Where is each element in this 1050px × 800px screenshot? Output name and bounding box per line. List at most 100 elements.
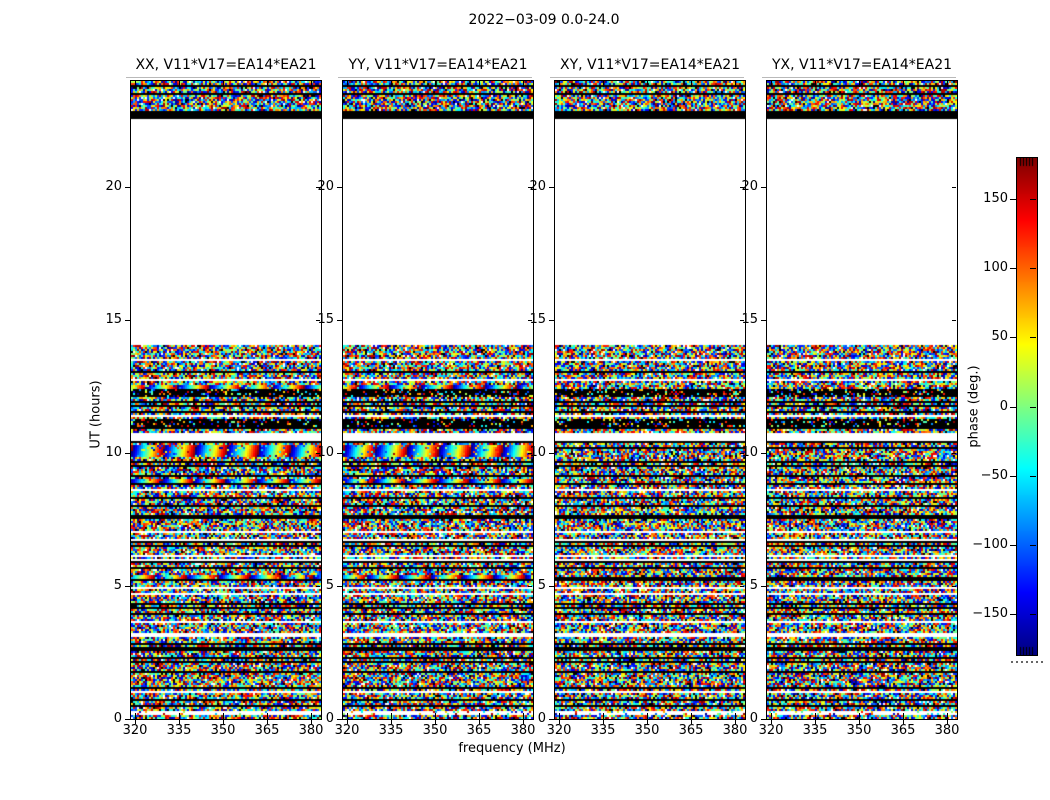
- x-tick-bottom: [559, 720, 560, 724]
- colorbar-tick-label: 150: [983, 191, 1008, 206]
- x-tick-label: 350: [846, 723, 872, 738]
- figure-title: 2022−03-09 0.0-24.0: [468, 12, 620, 28]
- x-tick-bottom: [479, 720, 480, 724]
- x-tick-bottom-inner: [947, 713, 948, 719]
- y-tick-inner: [952, 719, 956, 720]
- x-tick-top: [391, 81, 392, 87]
- y-tick-inner: [952, 320, 956, 321]
- colorbar-tick: [1010, 407, 1016, 408]
- colorbar-tick-inner: [1030, 614, 1036, 615]
- y-tick-inner: [316, 320, 320, 321]
- x-tick-top: [691, 81, 692, 87]
- x-tick-label: 365: [678, 723, 704, 738]
- x-tick-top: [815, 81, 816, 87]
- x-tick-bottom: [311, 720, 312, 724]
- x-tick-bottom: [523, 720, 524, 724]
- x-tick-label: 350: [634, 723, 660, 738]
- x-tick-top: [479, 81, 480, 87]
- panel-title-yy: YY, V11*V17=EA14*EA21: [348, 57, 528, 73]
- colorbar-tick-inner: [1030, 268, 1036, 269]
- x-tick-label: 335: [802, 723, 828, 738]
- x-tick-top: [523, 81, 524, 87]
- panel-title-xy: XY, V11*V17=EA14*EA21: [559, 57, 741, 73]
- colorbar-tick-label: 50: [991, 329, 1008, 344]
- x-tick-bottom-inner: [735, 713, 736, 719]
- y-tick-label: 10: [741, 445, 758, 460]
- y-tick: [761, 453, 766, 454]
- x-tick-bottom-inner: [391, 713, 392, 719]
- x-tick-bottom: [347, 720, 348, 724]
- y-tick-label: 0: [325, 711, 334, 726]
- heatmap-canvas-yx: [767, 81, 957, 719]
- y-tick-label: 10: [529, 445, 546, 460]
- x-tick-bottom: [691, 720, 692, 724]
- y-tick-inner: [528, 187, 532, 188]
- y-tick: [337, 719, 342, 720]
- x-tick-label: 335: [590, 723, 616, 738]
- heatmap-canvas-yy: [343, 81, 533, 719]
- x-tick-bottom: [903, 720, 904, 724]
- y-tick-label: 5: [325, 578, 334, 593]
- x-tick-bottom: [179, 720, 180, 724]
- x-tick-bottom: [647, 720, 648, 724]
- x-tick-label: 320: [758, 723, 784, 738]
- colorbar-gradient: [1017, 158, 1037, 655]
- y-tick-label: 0: [749, 711, 758, 726]
- y-tick-label: 5: [749, 578, 758, 593]
- y-tick-inner: [316, 187, 320, 188]
- y-tick-inner: [952, 453, 956, 454]
- x-tick-top: [311, 81, 312, 87]
- y-tick-label: 0: [537, 711, 546, 726]
- x-tick-bottom: [947, 720, 948, 724]
- x-tick-bottom-inner: [603, 713, 604, 719]
- colorbar-tick: [1010, 199, 1016, 200]
- x-tick-label: 380: [510, 723, 536, 738]
- y-tick-label: 5: [537, 578, 546, 593]
- x-tick-bottom-inner: [647, 713, 648, 719]
- y-tick: [549, 586, 554, 587]
- x-tick-bottom-inner: [559, 713, 560, 719]
- heatmap-panel-xy: [554, 80, 746, 720]
- x-tick-bottom-inner: [523, 713, 524, 719]
- y-tick-label: 0: [113, 711, 122, 726]
- y-tick: [125, 586, 130, 587]
- x-tick-bottom-inner: [267, 713, 268, 719]
- y-tick-label: 10: [317, 445, 334, 460]
- panel-title-underline: [338, 77, 532, 78]
- colorbar-tick-label: 0: [999, 399, 1008, 414]
- x-tick-top: [903, 81, 904, 87]
- y-tick-inner: [316, 453, 320, 454]
- colorbar-tick-label: −50: [980, 468, 1008, 483]
- x-tick-top: [179, 81, 180, 87]
- x-tick-top: [347, 81, 348, 87]
- x-tick-bottom: [223, 720, 224, 724]
- x-tick-bottom-inner: [135, 713, 136, 719]
- x-tick-label: 350: [210, 723, 236, 738]
- x-tick-bottom: [603, 720, 604, 724]
- colorbar-tick-label: −150: [972, 606, 1008, 621]
- colorbar-tick: [1010, 268, 1016, 269]
- x-tick-label: 380: [722, 723, 748, 738]
- y-tick-label: 5: [113, 578, 122, 593]
- x-tick-bottom: [859, 720, 860, 724]
- x-tick-label: 365: [466, 723, 492, 738]
- colorbar: [1016, 157, 1038, 656]
- y-tick-inner: [528, 320, 532, 321]
- x-tick-top: [735, 81, 736, 87]
- y-tick: [337, 586, 342, 587]
- x-tick-bottom-inner: [771, 713, 772, 719]
- x-tick-top: [559, 81, 560, 87]
- x-tick-label: 335: [166, 723, 192, 738]
- y-tick: [337, 453, 342, 454]
- x-tick-label: 320: [546, 723, 572, 738]
- x-tick-bottom-inner: [347, 713, 348, 719]
- y-tick: [337, 187, 342, 188]
- x-tick-top: [435, 81, 436, 87]
- x-tick-label: 335: [378, 723, 404, 738]
- x-tick-top: [135, 81, 136, 87]
- x-tick-bottom: [735, 720, 736, 724]
- x-tick-bottom: [267, 720, 268, 724]
- x-tick-bottom-inner: [435, 713, 436, 719]
